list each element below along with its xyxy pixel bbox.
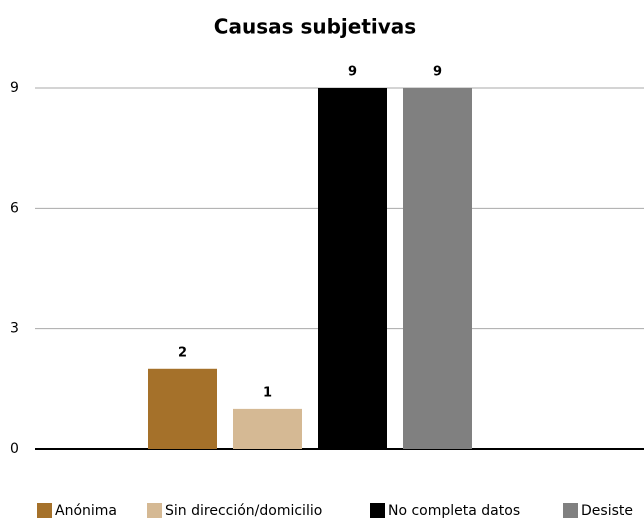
y-tick-label: 3 — [10, 321, 19, 337]
value-label: 1 — [263, 385, 272, 400]
legend-label: Sin dirección/domicilio — [165, 503, 322, 518]
legend-swatch — [563, 503, 578, 518]
y-tick-label: 9 — [10, 80, 19, 96]
legend-swatch — [37, 503, 52, 518]
bar — [318, 88, 387, 449]
legend-swatch — [147, 503, 162, 518]
chart-title: Causas subjetivas — [214, 15, 416, 39]
value-label: 9 — [433, 65, 442, 80]
legend-label: Desiste — [581, 503, 633, 518]
bar — [148, 368, 217, 449]
y-tick-label: 0 — [10, 441, 19, 457]
legend-label: No completa datos — [388, 503, 520, 518]
bar — [233, 408, 302, 449]
legend-swatch — [370, 503, 385, 518]
y-tick-label: 6 — [10, 200, 19, 216]
bar — [403, 88, 472, 449]
value-label: 9 — [348, 65, 357, 80]
value-label: 2 — [178, 345, 187, 360]
legend-label: Anónima — [55, 503, 117, 518]
